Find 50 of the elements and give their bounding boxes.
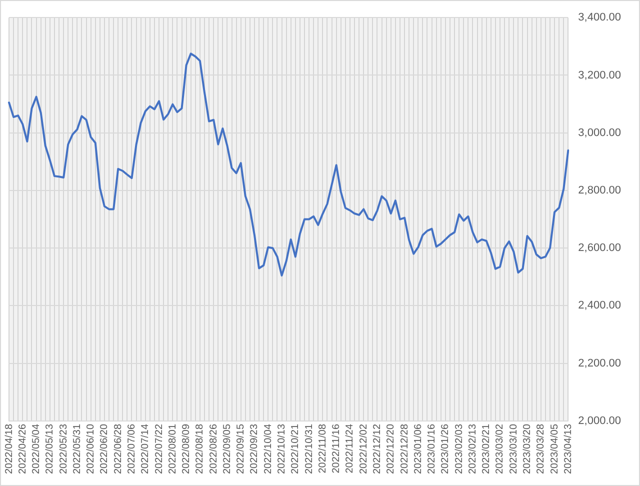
x-tick-label: 2022/06/20 (99, 424, 110, 474)
x-tick-label: 2022/12/20 (386, 424, 397, 474)
x-tick-label: 2022/09/15 (236, 424, 247, 474)
x-tick-label: 2022/07/06 (126, 424, 138, 474)
x-tick-label: 2022/05/31 (72, 424, 83, 474)
y-tick-label: 3,000.00 (578, 126, 622, 139)
x-tick-label: 2022/12/12 (372, 424, 383, 474)
x-tick-label: 2022/10/13 (276, 424, 288, 474)
y-tick-label: 2,200.00 (578, 357, 622, 370)
x-tick-label: 2022/05/13 (44, 424, 56, 474)
x-tick-label: 2022/12/28 (399, 424, 410, 474)
x-tick-label: 2022/12/02 (358, 424, 370, 474)
x-tick-label: 2022/06/10 (86, 424, 97, 474)
x-tick-label: 2023/02/21 (481, 424, 492, 474)
y-tick-label: 2,800.00 (578, 184, 622, 196)
x-tick-label: 2023/03/20 (522, 424, 534, 474)
x-tick-label: 2022/10/31 (304, 424, 315, 474)
x-tick-label: 2022/08/09 (181, 424, 192, 474)
y-tick-label: 2,600.00 (578, 242, 622, 254)
x-tick-label: 2022/06/28 (112, 424, 124, 474)
x-tick-label: 2022/05/23 (58, 424, 70, 474)
x-tick-label: 2022/11/24 (344, 424, 356, 474)
x-tick-label: 2023/04/05 (549, 424, 560, 474)
y-tick-label: 3,200.00 (578, 69, 622, 82)
x-tick-label: 2023/04/13 (562, 424, 574, 474)
x-tick-label: 2022/09/05 (222, 424, 233, 474)
x-tick-label: 2022/09/23 (249, 424, 260, 474)
x-tick-label: 2022/11/08 (317, 424, 328, 474)
y-tick-label: 3,400.00 (578, 12, 622, 24)
y-tick-label: 2,400.00 (578, 300, 622, 312)
x-tick-label: 2023/02/13 (467, 424, 478, 474)
y-tick-label: 2,000.00 (578, 414, 622, 427)
x-tick-label: 2023/03/28 (536, 424, 547, 474)
x-tick-label: 2022/11/16 (331, 424, 342, 474)
x-tick-label: 2022/08/01 (167, 424, 178, 474)
x-tick-label: 2023/02/03 (454, 424, 465, 474)
x-tick-label: 2023/01/26 (440, 424, 452, 474)
x-tick-label: 2022/07/14 (140, 424, 152, 474)
x-tick-label: 2022/04/26 (17, 424, 28, 474)
x-tick-label: 2023/03/02 (494, 424, 506, 474)
x-tick-label: 2023/01/06 (412, 424, 424, 474)
x-tick-label: 2022/08/18 (194, 424, 206, 474)
x-tick-label: 2022/05/04 (31, 424, 42, 474)
x-tick-label: 2023/01/16 (426, 424, 438, 474)
x-tick-label: 2023/03/10 (508, 424, 520, 474)
x-tick-label: 2022/07/22 (154, 424, 165, 474)
x-tick-label: 2022/10/21 (290, 424, 302, 474)
x-tick-label: 2022/10/04 (262, 424, 274, 474)
x-tick-label: 2022/08/26 (208, 424, 220, 474)
x-tick-label: 2022/04/18 (4, 424, 15, 474)
